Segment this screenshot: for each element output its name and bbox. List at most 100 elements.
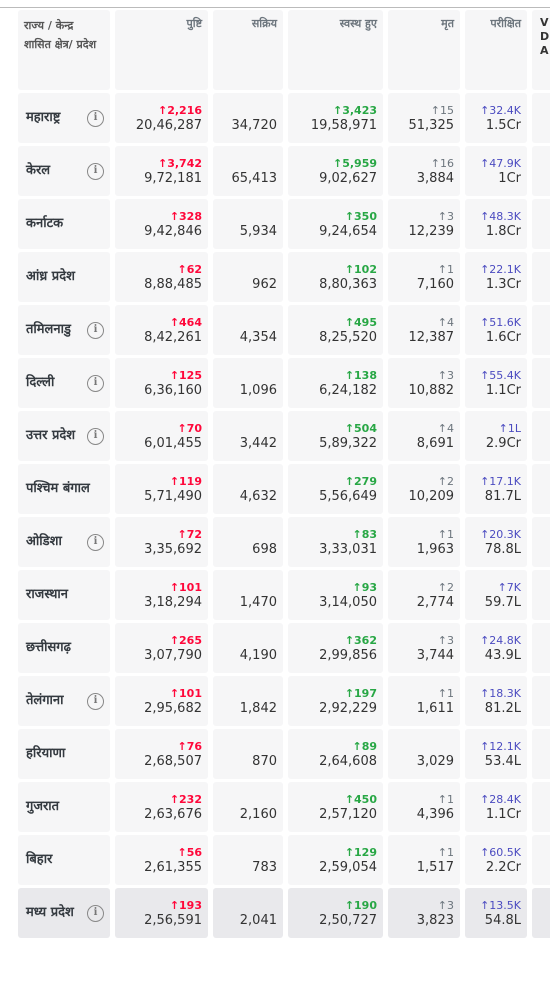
state-name: गुजरात [26,799,60,814]
state-cell[interactable]: कर्नाटक [18,199,110,249]
extra-cell [532,252,550,302]
confirmed-cell: 706,01,455 [115,411,208,461]
delta: 7K [498,581,521,594]
value: 1,096 [239,383,277,398]
delta: 279 [345,475,377,488]
value: 19,58,971 [310,118,377,133]
value: 1,470 [239,595,277,610]
state-name: दिल्ली [26,375,55,390]
tested-cell: 51.6K1.6Cr [465,305,527,355]
state-cell[interactable]: राजस्थान [18,570,110,620]
info-icon[interactable]: i [87,427,104,445]
state-cell[interactable]: महाराष्ट्र i [18,93,110,143]
info-icon[interactable]: i [87,533,104,551]
value: 2,57,120 [319,807,377,822]
delta: 328 [170,210,202,223]
value: 4,396 [416,807,454,822]
delta: 450 [345,793,377,806]
active-cell: 2,160 [213,782,283,832]
state-name: कर्नाटक [26,216,64,231]
recovered-cell: 933,14,050 [288,570,383,620]
value: 8,42,261 [144,330,202,345]
value: 12,239 [408,224,455,239]
value: 8,88,485 [144,277,202,292]
info-icon[interactable]: i [87,692,104,710]
delta: 62 [177,263,202,276]
state-cell[interactable]: छत्तीसगढ़ [18,623,110,673]
divider [0,7,550,8]
state-name: तमिलनाडु [26,322,71,337]
info-icon[interactable]: i [87,162,104,180]
value: 7,160 [416,277,454,292]
state-name: हरियाणा [26,746,66,761]
state-name: उत्तर प्रदेश [26,428,76,443]
state-cell[interactable]: हरियाणा [18,729,110,779]
column-header[interactable]: पुष्टि [115,10,208,90]
state-cell[interactable]: पश्चिम बंगाल [18,464,110,514]
confirmed-cell: 628,88,485 [115,252,208,302]
extra-cell [532,358,550,408]
value: 4,632 [239,489,277,504]
state-cell[interactable]: तमिलनाडु i [18,305,110,355]
column-header[interactable]: मृत [388,10,460,90]
tested-cell: 48.3K1.8Cr [465,199,527,249]
state-cell[interactable]: तेलंगाना i [18,676,110,726]
delta: 125 [170,369,202,382]
deceased-cell: 3,029 [388,729,460,779]
column-header[interactable]: सक्रिय [213,10,283,90]
state-cell[interactable]: दिल्ली i [18,358,110,408]
delta: 504 [345,422,377,435]
delta: 4 [438,316,454,329]
state-cell[interactable]: उत्तर प्रदेश i [18,411,110,461]
state-name: राजस्थान [26,587,69,602]
delta: 12.1K [480,740,521,753]
value: 9,02,627 [319,171,377,186]
confirmed-cell: 562,61,355 [115,835,208,885]
column-header[interactable]: स्वस्थ हुए [288,10,383,90]
value: 2,041 [239,913,277,928]
delta: 56 [177,846,202,859]
value: 3,18,294 [144,595,202,610]
column-header[interactable]: परीक्षित [465,10,527,90]
value: 59.7L [484,595,521,610]
deceased-cell: 412,387 [388,305,460,355]
active-cell: 1,096 [213,358,283,408]
deceased-cell: 33,744 [388,623,460,673]
deceased-cell: 17,160 [388,252,460,302]
delta: 5,959 [333,157,377,170]
info-icon[interactable]: i [87,374,104,392]
state-name: तेलंगाना [26,693,64,708]
extra-cell [532,623,550,673]
delta: 83 [352,528,377,541]
info-icon[interactable]: i [87,109,104,127]
value: 2,59,054 [319,860,377,875]
extra-cell [532,305,550,355]
column-header: राज्य / केन्द्र शासित क्षेत्र/ प्रदेश [18,10,110,90]
extra-cell [532,888,550,938]
info-icon[interactable]: i [87,904,104,922]
state-cell[interactable]: बिहार [18,835,110,885]
state-cell[interactable]: ओडिशा i [18,517,110,567]
info-icon[interactable]: i [87,321,104,339]
delta: 70 [177,422,202,435]
value: 3,07,790 [144,648,202,663]
extra-cell [532,146,550,196]
value: 2,61,355 [144,860,202,875]
state-cell[interactable]: केरल i [18,146,110,196]
state-cell[interactable]: आंध्र प्रदेश [18,252,110,302]
state-cell[interactable]: मध्य प्रदेश i [18,888,110,938]
state-name: केरल [26,163,51,178]
delta: 13.5K [480,899,521,912]
delta: 2 [438,581,454,594]
deceased-cell: 33,823 [388,888,460,938]
state-cell[interactable]: गुजरात [18,782,110,832]
value: 5,71,490 [144,489,202,504]
